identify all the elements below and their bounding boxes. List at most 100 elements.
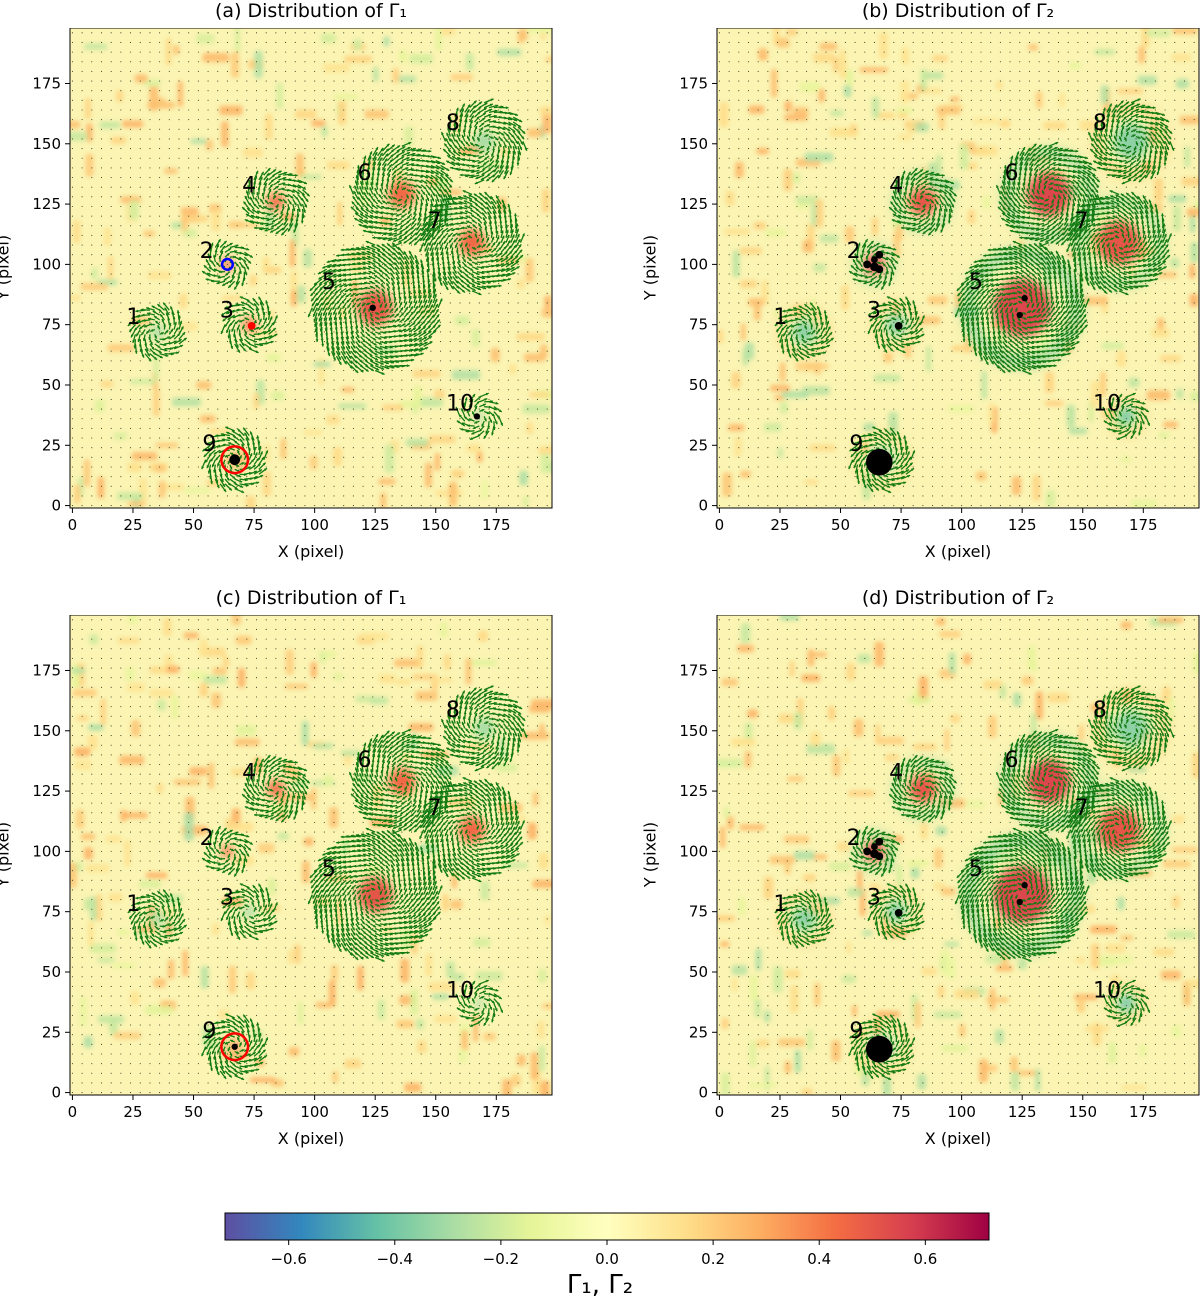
quiver-dot — [536, 90, 539, 92]
quiver-dot — [381, 456, 384, 458]
velocity-arrowhead — [228, 341, 232, 344]
quiver-dot — [178, 495, 180, 497]
velocity-arrowhead — [371, 245, 375, 248]
quiver-dot — [120, 205, 122, 208]
heatmap-cell — [107, 255, 114, 281]
velocity-arrowhead — [207, 272, 211, 276]
quiver-dot — [498, 119, 500, 121]
quiver-dot — [139, 331, 141, 333]
colorbar: −0.6 −0.4 −0.2 0.0 0.2 0.4 0.6 Γ₁, Γ₂ — [0, 1200, 1200, 1304]
velocity-arrowhead — [234, 286, 237, 290]
quiver-dot — [71, 427, 73, 429]
quiver-dot — [120, 176, 122, 179]
velocity-arrowhead — [341, 253, 344, 257]
quiver-dot — [527, 234, 529, 236]
quiver-dot — [430, 485, 432, 487]
colorbar-tick-label: −0.6 — [270, 1250, 306, 1268]
quiver-dot — [527, 80, 529, 82]
velocity-arrowhead — [313, 313, 316, 317]
quiver-dot — [110, 128, 112, 130]
quiver-dot — [527, 61, 529, 63]
quiver-dot — [178, 505, 180, 507]
quiver-dot — [420, 418, 422, 420]
velocity-arrowhead — [408, 241, 412, 245]
quiver-dot — [381, 476, 384, 478]
quiver-dot — [323, 398, 325, 401]
quiver-dot — [536, 167, 539, 169]
heatmap-cell — [276, 82, 283, 109]
velocity-arrowhead — [369, 285, 373, 289]
quiver-dot — [391, 119, 393, 121]
quiver-dot — [168, 331, 170, 333]
quiver-dot — [304, 61, 306, 63]
quiver-dot — [294, 418, 296, 420]
quiver-dot — [343, 292, 345, 294]
quiver-dot — [527, 215, 529, 217]
quiver-dot — [488, 32, 490, 34]
velocity-arrowhead — [374, 215, 378, 219]
quiver-dot — [314, 186, 316, 188]
quiver-dot — [517, 427, 519, 429]
velocity-arrowhead — [403, 328, 407, 332]
quiver-dot — [498, 466, 500, 468]
quiver-dot — [81, 283, 83, 285]
quiver-dot — [236, 312, 238, 314]
velocity-arrowhead — [364, 281, 367, 285]
heatmap-cell — [219, 105, 243, 116]
quiver-dot — [420, 254, 422, 256]
quiver-dot — [333, 90, 335, 92]
velocity-arrowhead — [439, 298, 443, 302]
velocity-arrowhead — [343, 316, 347, 320]
velocity-arrowhead — [272, 328, 276, 331]
velocity-arrowhead — [148, 317, 151, 321]
quiver-dot — [120, 263, 122, 265]
quiver-dot — [188, 398, 190, 401]
quiver-dot — [246, 447, 248, 449]
quiver-dot — [71, 418, 73, 420]
quiver-dot — [168, 225, 170, 227]
quiver-dot — [314, 437, 316, 439]
quiver-dot — [255, 447, 258, 449]
velocity-arrowhead — [375, 210, 379, 214]
quiver-dot — [139, 215, 141, 217]
quiver-dot — [100, 186, 103, 188]
velocity-arrowhead — [337, 264, 341, 268]
quiver-dot — [71, 148, 73, 150]
quiver-dot — [440, 418, 442, 420]
quiver-dot — [401, 379, 403, 381]
quiver-dot — [246, 167, 248, 169]
quiver-dot — [372, 312, 374, 314]
quiver-dot — [527, 476, 529, 478]
velocity-arrowhead — [367, 230, 371, 234]
quiver-dot — [362, 350, 364, 352]
velocity-arrowhead — [162, 337, 166, 341]
quiver-dot — [391, 41, 393, 44]
quiver-dot — [372, 157, 374, 159]
velocity-arrowhead — [285, 194, 289, 198]
quiver-dot — [352, 215, 354, 217]
quiver-dot — [391, 205, 393, 208]
quiver-dot — [536, 244, 539, 246]
velocity-arrowhead — [415, 311, 419, 315]
quiver-dot — [410, 99, 413, 101]
quiver-dot — [130, 485, 132, 487]
velocity-arrowhead — [332, 352, 336, 356]
quiver-dot — [352, 369, 354, 372]
velocity-arrowhead — [434, 293, 437, 297]
velocity-arrowhead — [145, 348, 149, 352]
quiver-dot — [226, 80, 228, 82]
quiver-dot — [81, 128, 83, 130]
vortex-core — [458, 229, 486, 257]
velocity-arrowhead — [168, 322, 172, 326]
quiver-dot — [91, 447, 93, 449]
quiver-dot — [71, 186, 73, 188]
quiver-dot — [304, 263, 306, 265]
quiver-dot — [527, 273, 529, 275]
quiver-dot — [459, 456, 461, 458]
quiver-dot — [91, 273, 93, 275]
quiver-dot — [498, 32, 500, 34]
quiver-dot — [323, 485, 325, 487]
heatmap-cell — [545, 56, 552, 62]
quiver-dot — [352, 109, 354, 111]
quiver-dot — [517, 80, 519, 82]
